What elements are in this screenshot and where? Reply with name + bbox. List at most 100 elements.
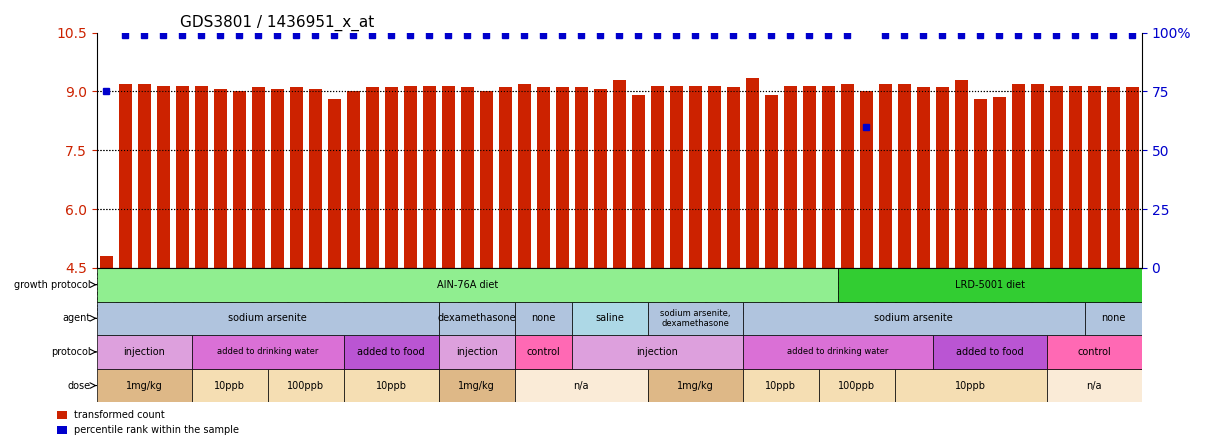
Bar — [743, 369, 819, 402]
Bar — [1047, 335, 1142, 369]
Bar — [515, 369, 648, 402]
Bar — [344, 335, 439, 369]
Text: 10ppb: 10ppb — [376, 381, 406, 391]
Bar — [1084, 301, 1142, 335]
Bar — [404, 86, 417, 444]
Text: none: none — [531, 313, 556, 323]
Bar — [841, 83, 854, 444]
Bar — [689, 86, 702, 444]
Bar — [1107, 87, 1120, 444]
Bar — [895, 369, 1047, 402]
Bar — [572, 335, 743, 369]
Bar — [289, 87, 303, 444]
Bar — [96, 268, 838, 301]
Text: 1mg/kg: 1mg/kg — [677, 381, 714, 391]
Bar — [708, 86, 721, 444]
Bar — [270, 89, 283, 444]
Bar — [726, 87, 740, 444]
Bar — [936, 87, 949, 444]
Text: injection: injection — [123, 347, 165, 357]
Bar — [572, 301, 648, 335]
Text: sodium arsenite: sodium arsenite — [228, 313, 308, 323]
Bar — [252, 87, 265, 444]
Legend: transformed count, percentile rank within the sample: transformed count, percentile rank withi… — [53, 407, 244, 439]
Bar — [669, 86, 683, 444]
Bar — [897, 83, 911, 444]
Bar — [821, 86, 835, 444]
Bar — [993, 97, 1006, 444]
Bar — [233, 91, 246, 444]
Text: injection: injection — [637, 347, 678, 357]
Bar — [439, 301, 515, 335]
Text: 1mg/kg: 1mg/kg — [458, 381, 496, 391]
Bar — [309, 89, 322, 444]
Text: 1mg/kg: 1mg/kg — [125, 381, 163, 391]
Bar — [932, 335, 1047, 369]
Bar — [498, 87, 511, 444]
Text: sodium arsenite,
dexamethasone: sodium arsenite, dexamethasone — [660, 309, 731, 328]
Text: agent: agent — [63, 313, 90, 323]
Bar — [1031, 83, 1044, 444]
Bar — [515, 301, 572, 335]
Bar — [955, 79, 968, 444]
Text: saline: saline — [596, 313, 625, 323]
Bar — [96, 335, 192, 369]
Bar — [96, 369, 192, 402]
Text: 10ppb: 10ppb — [955, 381, 987, 391]
Bar — [1069, 86, 1082, 444]
Bar — [176, 86, 189, 444]
Bar — [648, 301, 743, 335]
Bar — [1125, 87, 1138, 444]
Text: growth protocol: growth protocol — [14, 280, 90, 289]
Text: added to food: added to food — [956, 347, 1024, 357]
Bar — [365, 87, 379, 444]
Bar — [1012, 83, 1025, 444]
Bar — [1088, 86, 1101, 444]
Text: added to drinking water: added to drinking water — [788, 348, 889, 357]
Bar — [593, 89, 607, 444]
Text: none: none — [1101, 313, 1125, 323]
Bar — [973, 99, 987, 444]
Bar — [192, 369, 268, 402]
Text: n/a: n/a — [1087, 381, 1102, 391]
Bar — [96, 301, 439, 335]
Bar — [100, 256, 113, 444]
Text: dexamethasone: dexamethasone — [438, 313, 516, 323]
Bar — [765, 95, 778, 444]
Bar — [137, 83, 151, 444]
Bar — [537, 87, 550, 444]
Bar — [632, 95, 645, 444]
Bar — [743, 335, 932, 369]
Bar — [1049, 86, 1062, 444]
Bar — [213, 89, 227, 444]
Text: sodium arsenite: sodium arsenite — [874, 313, 953, 323]
Text: control: control — [526, 347, 560, 357]
Bar — [480, 91, 493, 444]
Text: LRD-5001 diet: LRD-5001 diet — [955, 280, 1025, 289]
Bar — [118, 83, 131, 444]
Text: 100ppb: 100ppb — [287, 381, 324, 391]
Bar — [819, 369, 895, 402]
Text: GDS3801 / 1436951_x_at: GDS3801 / 1436951_x_at — [181, 15, 375, 31]
Bar — [803, 86, 816, 444]
Text: injection: injection — [456, 347, 498, 357]
Text: 10ppb: 10ppb — [766, 381, 796, 391]
Bar — [439, 335, 515, 369]
Text: AIN-76A diet: AIN-76A diet — [437, 280, 498, 289]
Bar — [743, 301, 1084, 335]
Bar — [784, 86, 797, 444]
Bar — [745, 78, 759, 444]
Text: 100ppb: 100ppb — [838, 381, 876, 391]
Bar — [328, 99, 341, 444]
Bar — [650, 86, 663, 444]
Bar — [192, 335, 344, 369]
Bar — [422, 86, 435, 444]
Bar — [1047, 369, 1142, 402]
Text: dose: dose — [68, 381, 90, 391]
Text: 10ppb: 10ppb — [215, 381, 245, 391]
Bar — [648, 369, 743, 402]
Bar — [385, 87, 398, 444]
Text: added to food: added to food — [357, 347, 425, 357]
Text: added to drinking water: added to drinking water — [217, 348, 318, 357]
Bar — [838, 268, 1142, 301]
